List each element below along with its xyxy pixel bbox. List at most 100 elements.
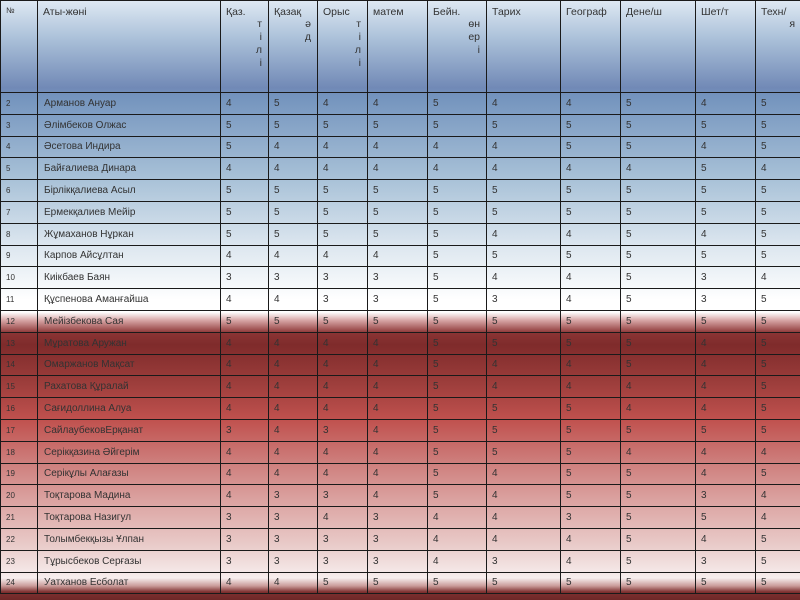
grade-cell: 5 (695, 418, 756, 442)
grade-cell: 5 (486, 113, 561, 137)
table-row: 14 Омаржанов Мақсат 4 4 4 4 5 4 4 5 4 5 (0, 353, 800, 377)
grade-cell: 4 (268, 135, 318, 159)
grade-cell: 5 (620, 506, 696, 529)
student-name: Карпов Айсұлтан (37, 244, 221, 268)
grade-cell: 5 (486, 179, 561, 202)
grade-cell: 5 (755, 375, 800, 399)
grade-cell: 4 (695, 135, 756, 159)
grade-cell: 5 (486, 397, 561, 420)
header-subject: Дене/ш (620, 0, 696, 93)
grade-cell: 5 (427, 179, 487, 202)
header-subject-label: Географ (566, 6, 607, 18)
table-row: 24 Уатханов Есболат 4 4 5 5 5 5 5 5 5 5 (0, 571, 800, 595)
grade-cell: 5 (268, 113, 318, 137)
grade-cell: 4 (317, 353, 368, 377)
grade-cell: 4 (695, 440, 756, 464)
grade-cell: 3 (268, 266, 318, 290)
grade-cell: 4 (486, 506, 561, 529)
student-name: Омаржанов Мақсат (37, 353, 221, 377)
grade-cell: 5 (427, 440, 487, 464)
grade-cell: 4 (268, 353, 318, 377)
grade-cell: 4 (317, 506, 368, 529)
grade-cell: 3 (560, 506, 621, 529)
grade-cell: 4 (220, 375, 269, 399)
grade-cell: 4 (268, 157, 318, 181)
header-subject-letter: і (358, 57, 361, 69)
grade-cell: 5 (268, 179, 318, 202)
grade-cell: 4 (268, 571, 318, 595)
grade-cell: 3 (317, 288, 368, 311)
grade-cell: 5 (755, 353, 800, 377)
student-name: Арманов Ануар (37, 92, 221, 115)
row-number: 21 (0, 506, 38, 529)
grade-cell: 5 (317, 113, 368, 137)
table-row: 11 Құспенова Аманғайша 4 4 3 3 5 3 4 5 3 5 (0, 288, 800, 311)
row-number: 3 (0, 113, 38, 137)
grade-cell: 4 (486, 135, 561, 159)
header-subject-letter: і (477, 44, 480, 56)
header-subject: Қазақ ә д (268, 0, 318, 93)
grade-cell: 4 (367, 484, 428, 508)
grade-cell: 4 (427, 527, 487, 551)
grade-cell: 5 (620, 527, 696, 551)
grade-cell: 5 (620, 484, 696, 508)
row-number: 6 (0, 179, 38, 202)
grade-cell: 3 (268, 527, 318, 551)
grade-cell: 4 (268, 462, 318, 486)
grade-cell: 4 (268, 440, 318, 464)
grade-cell: 4 (367, 462, 428, 486)
grade-cell: 5 (620, 309, 696, 333)
grade-cell: 5 (560, 418, 621, 442)
grade-cell: 5 (620, 92, 696, 115)
grade-cell: 5 (486, 309, 561, 333)
row-number: 5 (0, 157, 38, 181)
grade-cell: 4 (367, 397, 428, 420)
row-number: 24 (0, 571, 38, 595)
grade-cell: 4 (367, 157, 428, 181)
grade-cell: 5 (486, 440, 561, 464)
grade-cell: 5 (755, 222, 800, 246)
grade-cell: 5 (560, 571, 621, 595)
grade-cell: 3 (220, 549, 269, 573)
table-row: 13 Мұратова Аружан 4 4 4 4 5 5 5 5 4 5 (0, 331, 800, 355)
row-number: 22 (0, 527, 38, 551)
grade-cell: 5 (755, 244, 800, 268)
grade-cell: 3 (268, 484, 318, 508)
header-subject-label: Бейн. (433, 6, 461, 18)
grade-cell: 4 (367, 244, 428, 268)
header-subject-label: Орыс (323, 6, 350, 18)
grade-cell: 5 (220, 222, 269, 246)
header-subject: Тарих (486, 0, 561, 93)
grade-cell: 3 (317, 418, 368, 442)
grade-cell: 4 (317, 331, 368, 355)
grade-cell: 4 (560, 266, 621, 290)
grade-cell: 4 (486, 92, 561, 115)
header-subject: Шет/т (695, 0, 756, 93)
grade-cell: 5 (620, 179, 696, 202)
student-name: Тоқтарова Мадина (37, 484, 221, 508)
grade-cell: 3 (220, 527, 269, 551)
grade-cell: 5 (695, 506, 756, 529)
header-subject-letter: і (259, 57, 262, 69)
header-subject-vertical-text: өн ер і (433, 18, 486, 57)
grade-cell: 5 (755, 179, 800, 202)
grade-cell: 5 (317, 179, 368, 202)
grade-cell: 5 (427, 113, 487, 137)
grade-cell: 4 (695, 462, 756, 486)
grade-cell: 4 (220, 397, 269, 420)
grade-cell: 4 (560, 527, 621, 551)
student-name: Байғалиева Динара (37, 157, 221, 181)
grade-cell: 5 (695, 113, 756, 137)
grade-cell: 5 (620, 462, 696, 486)
grade-cell: 4 (220, 288, 269, 311)
grade-cell: 4 (268, 331, 318, 355)
table-row: 4 Әсетова Индира 5 4 4 4 4 4 5 5 4 5 (0, 135, 800, 159)
grade-cell: 5 (755, 135, 800, 159)
grade-cell: 3 (695, 288, 756, 311)
header-subject-letter: өн (468, 18, 480, 30)
table-row: 21 Тоқтарова Назигул 3 3 4 3 4 4 3 5 5 4 (0, 506, 800, 529)
grade-cell: 5 (427, 222, 487, 246)
grade-cell: 4 (486, 462, 561, 486)
student-name: Бірлікқалиева Асыл (37, 179, 221, 202)
